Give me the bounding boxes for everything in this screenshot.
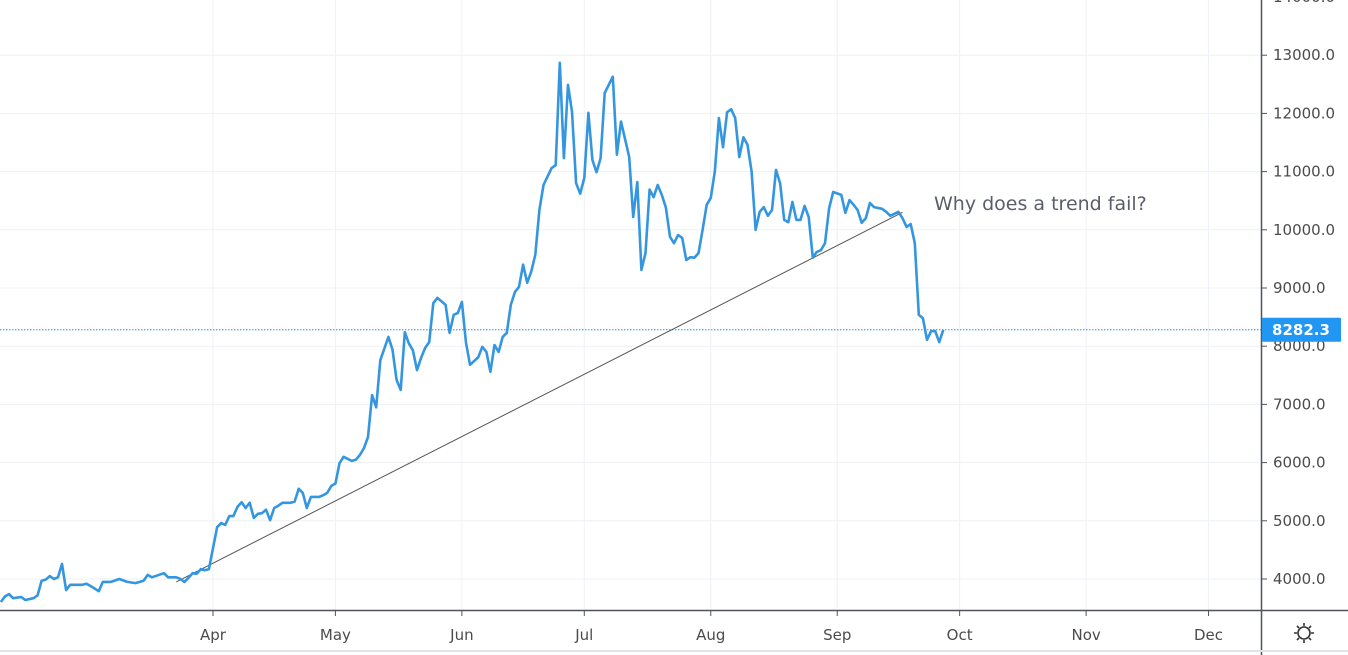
x-tick-label: Aug — [696, 626, 725, 644]
trendline[interactable] — [176, 211, 903, 583]
x-tick-label: Apr — [200, 626, 227, 644]
x-tick-label: May — [320, 626, 351, 644]
grid — [0, 0, 1261, 610]
x-tick-label: Dec — [1194, 626, 1223, 644]
x-tick-label: Jul — [574, 626, 593, 644]
y-tick-label: 7000.0 — [1273, 395, 1326, 413]
y-axis[interactable]: 4000.05000.06000.07000.08000.09000.01000… — [1261, 0, 1335, 588]
price-points — [0, 62, 944, 602]
y-tick-label: 14000.0 — [1273, 0, 1335, 6]
y-tick-label: 13000.0 — [1273, 46, 1335, 64]
x-tick-label: Nov — [1071, 626, 1100, 644]
settings-gear-icon[interactable] — [1294, 623, 1314, 643]
x-tick-label: Jun — [449, 626, 473, 644]
last-price-label: 8282.3 — [1272, 321, 1330, 339]
y-tick-label: 4000.0 — [1273, 570, 1326, 588]
y-tick-label: 9000.0 — [1273, 279, 1326, 297]
last-price-badge: 8282.3 — [1262, 317, 1341, 342]
y-tick-label: 10000.0 — [1273, 221, 1335, 239]
annotation-text[interactable]: Why does a trend fail? — [934, 193, 1147, 215]
x-tick-label: Oct — [947, 626, 973, 644]
y-tick-label: 6000.0 — [1273, 454, 1326, 472]
x-tick-label: Sep — [823, 626, 851, 644]
price-line — [0, 61, 945, 603]
y-tick-label: 5000.0 — [1273, 512, 1326, 530]
y-tick-label: 12000.0 — [1273, 104, 1335, 122]
y-tick-label: 11000.0 — [1273, 163, 1335, 181]
x-axis[interactable]: Apr May Jun Jul Aug Sep Oct Nov Dec — [200, 611, 1223, 644]
